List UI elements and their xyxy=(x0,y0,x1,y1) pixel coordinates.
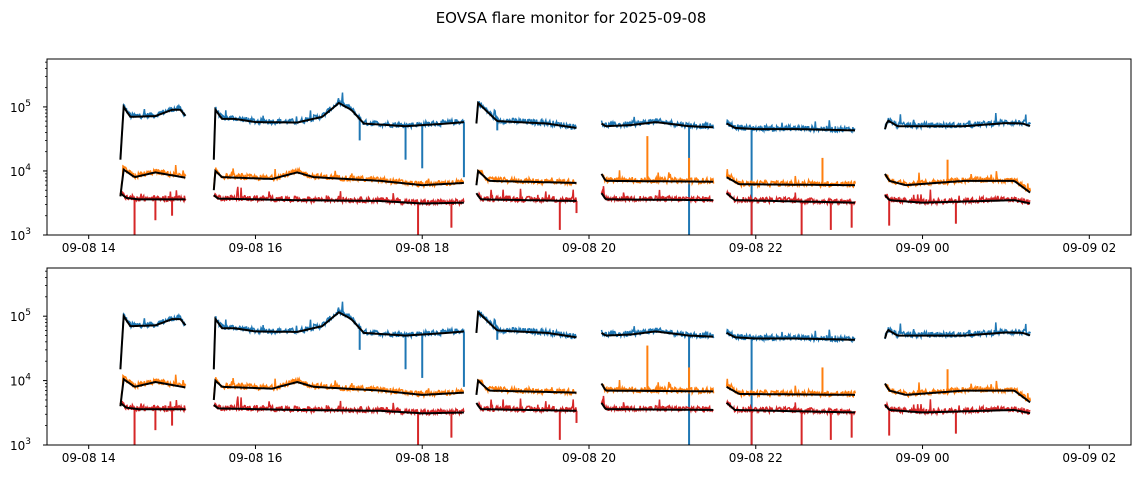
orange-smoothed-line xyxy=(119,377,186,407)
red-smoothed-line xyxy=(213,194,464,205)
red-smoothed-line xyxy=(213,404,464,415)
red-series-line xyxy=(213,186,465,208)
red-smoothed-line xyxy=(725,402,855,414)
blue-smoothed-line xyxy=(600,330,714,338)
chart-title: EOVSA flare monitor for 2025-09-08 xyxy=(436,9,707,27)
x-tick-label: 09-08 14 xyxy=(62,451,116,465)
red-smoothed-line xyxy=(600,402,714,411)
x-tick-label: 09-08 16 xyxy=(228,451,282,465)
orange-smoothed-line xyxy=(726,385,855,396)
blue-smoothed-line xyxy=(475,310,577,339)
axes-frame xyxy=(46,267,1132,446)
x-tick-label: 09-08 18 xyxy=(395,241,449,255)
orange-smoothed-line xyxy=(884,382,1031,404)
y-tick-label: 104 xyxy=(10,163,31,179)
blue-smoothed-line xyxy=(119,103,187,160)
x-tick-label: 09-09 02 xyxy=(1062,451,1116,465)
axes-frame xyxy=(46,58,1132,236)
red-series-line xyxy=(213,396,465,417)
orange-smoothed-line xyxy=(600,173,714,183)
blue-smoothed-line xyxy=(475,100,577,129)
x-tick-label: 09-08 22 xyxy=(729,451,783,465)
blue-smoothed-line xyxy=(884,328,1031,339)
orange-smoothed-line xyxy=(475,378,577,396)
panel-1: 09-08 14 09-08 16 09-08 18 09-08 20 09-08 22… xyxy=(10,58,1132,255)
blue-smoothed-line xyxy=(212,101,464,160)
x-tick-label: 09-09 00 xyxy=(896,241,950,255)
y-tick-label: 105 xyxy=(10,99,31,115)
orange-series-line xyxy=(884,171,1032,192)
red-smoothed-line xyxy=(119,402,186,411)
x-tick-label: 09-09 00 xyxy=(896,451,950,465)
x-tick-label: 09-08 14 xyxy=(62,241,116,255)
orange-series-line xyxy=(725,378,857,399)
orange-smoothed-line xyxy=(119,167,186,197)
y-tick-label: 103 xyxy=(10,227,31,243)
orange-smoothed-line xyxy=(726,176,856,187)
x-tick-label: 09-08 18 xyxy=(395,451,449,465)
red-smoothed-line xyxy=(475,192,577,202)
y-tick-label: 105 xyxy=(10,308,31,324)
blue-smoothed-line xyxy=(212,311,465,370)
y-tick-label: 104 xyxy=(10,373,31,389)
blue-series-line xyxy=(119,312,187,368)
orange-smoothed-line xyxy=(884,173,1031,194)
blue-smoothed-line xyxy=(884,119,1031,130)
red-smoothed-line xyxy=(884,194,1031,205)
red-smoothed-line xyxy=(600,192,714,202)
blue-smoothed-line xyxy=(726,332,856,341)
red-smoothed-line xyxy=(725,192,855,204)
plot-area xyxy=(119,301,1032,445)
red-smoothed-line xyxy=(884,404,1031,415)
orange-series-line xyxy=(884,380,1032,402)
blue-series-line xyxy=(119,103,187,158)
y-tick-label: 103 xyxy=(10,437,31,453)
panel-2: 09-08 14 09-08 16 09-08 18 09-08 20 09-08 22… xyxy=(10,267,1132,465)
x-tick-label: 09-08 20 xyxy=(562,241,616,255)
blue-smoothed-line xyxy=(600,121,714,129)
orange-smoothed-line xyxy=(212,378,464,401)
x-tick-label: 09-08 16 xyxy=(228,241,282,255)
orange-smoothed-line xyxy=(475,168,577,186)
blue-smoothed-line xyxy=(726,122,856,132)
blue-smoothed-line xyxy=(119,313,187,370)
x-tick-label: 09-08 20 xyxy=(562,451,616,465)
orange-series-line xyxy=(725,169,857,189)
red-smoothed-line xyxy=(475,402,577,412)
red-smoothed-line xyxy=(119,192,186,201)
x-tick-label: 09-08 22 xyxy=(729,241,783,255)
orange-smoothed-line xyxy=(212,168,464,191)
x-tick-label: 09-09 02 xyxy=(1062,241,1116,255)
plot-area xyxy=(119,92,1032,235)
orange-smoothed-line xyxy=(600,382,714,393)
